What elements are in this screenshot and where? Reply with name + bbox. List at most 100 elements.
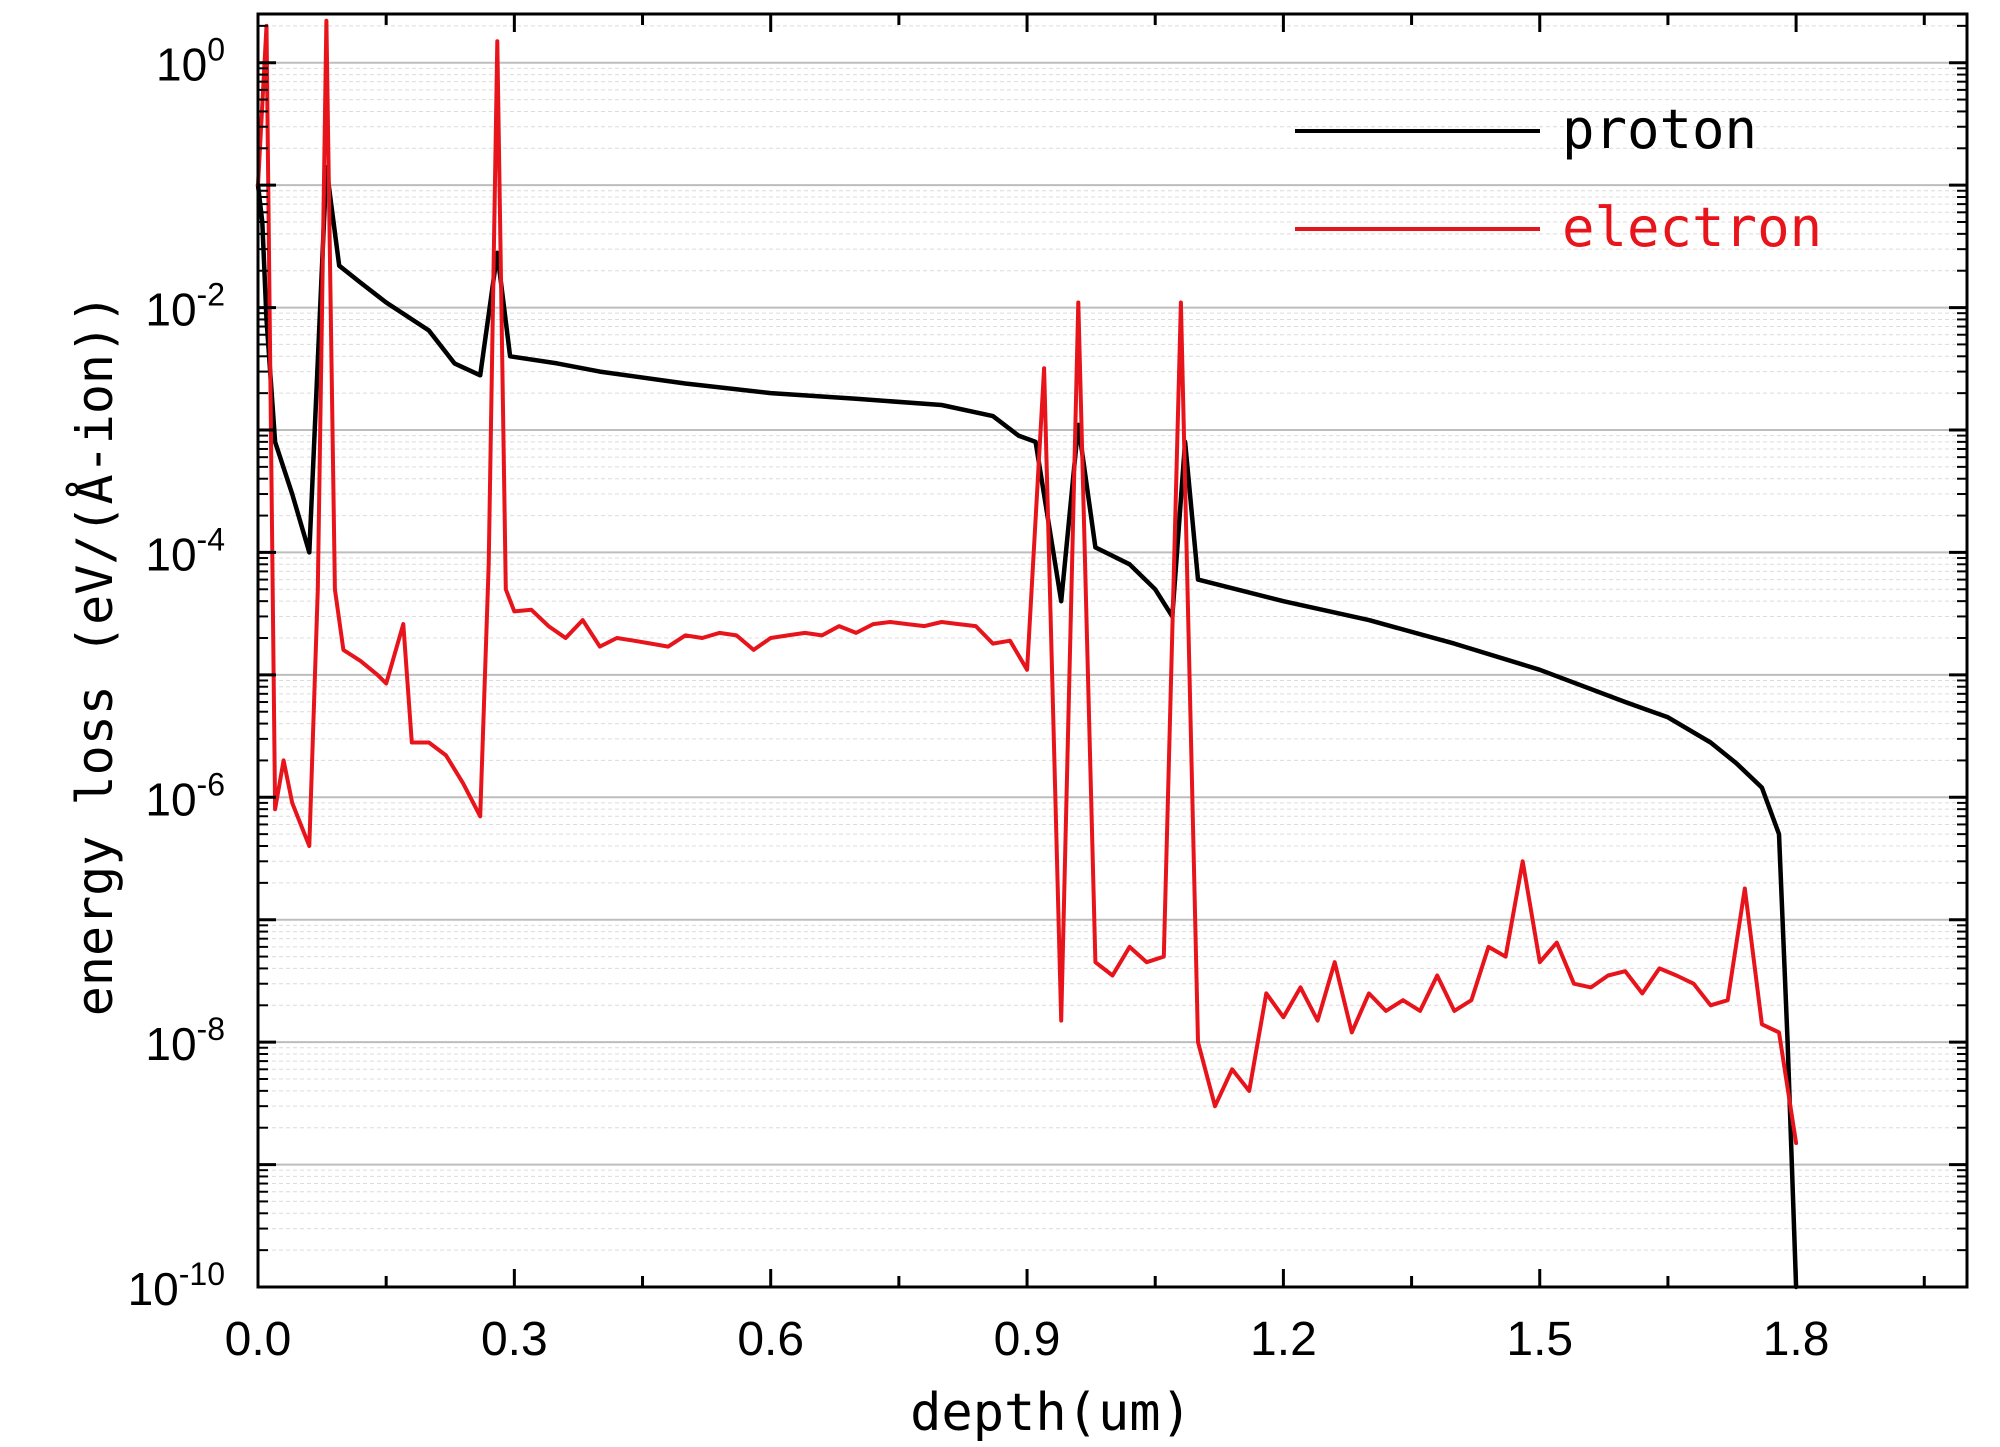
data-point-electron — [1026, 668, 1029, 671]
data-point-proton — [1197, 578, 1200, 581]
data-point-electron — [1333, 961, 1336, 964]
data-point-electron — [650, 642, 653, 645]
data-point-proton — [359, 281, 362, 284]
data-point-electron — [1077, 301, 1080, 304]
data-point-electron — [667, 645, 670, 648]
x-tick-label: 0.0 — [225, 1313, 292, 1366]
data-point-electron — [821, 634, 824, 637]
data-point-electron — [633, 639, 636, 642]
data-point-electron — [1265, 992, 1268, 995]
data-point-electron — [402, 623, 405, 626]
data-point-electron — [1060, 1019, 1063, 1022]
data-point-electron — [701, 637, 704, 640]
data-point-electron — [974, 625, 977, 628]
y-axis-title: energy loss (eV/(Å-ion)) — [66, 294, 124, 1016]
x-axis-title: depth(um) — [910, 1383, 1192, 1442]
data-point-electron — [1299, 986, 1302, 989]
x-tick-label: 0.3 — [481, 1313, 548, 1366]
data-point-electron — [299, 823, 302, 826]
series — [255, 18, 1799, 1290]
data-point-proton — [769, 392, 772, 395]
x-tick-label: 0.6 — [737, 1313, 804, 1366]
data-point-electron — [1641, 992, 1644, 995]
data-point-proton — [509, 355, 512, 358]
series-proton — [255, 165, 1799, 1290]
data-point-electron — [1384, 1009, 1387, 1012]
data-point-proton — [1786, 1041, 1789, 1044]
data-point-electron — [1111, 974, 1114, 977]
data-point-proton — [1128, 563, 1131, 566]
data-point-electron — [427, 741, 430, 744]
data-point-proton — [1060, 600, 1063, 603]
y-tick-label: 10-10 — [128, 1256, 225, 1315]
y-tick-label: 10-4 — [145, 521, 225, 580]
ticks: 100 10-2 10-4 10-6 10-8 10-100.0 0.3 0.6 0.9 1.2 1… — [128, 14, 1967, 1366]
data-point-proton — [556, 362, 559, 365]
data-point-proton — [1094, 546, 1097, 549]
y-tick-label: 10-2 — [145, 277, 225, 336]
data-point-electron — [1538, 961, 1541, 964]
data-point-electron — [718, 631, 721, 634]
data-point-electron — [308, 845, 311, 848]
data-point-electron — [769, 637, 772, 640]
data-point-proton — [684, 382, 687, 385]
data-point-proton — [1666, 716, 1669, 719]
data-point-electron — [487, 563, 490, 566]
data-point-electron — [1709, 1004, 1712, 1007]
data-point-electron — [1692, 982, 1695, 985]
data-point-electron — [1179, 301, 1182, 304]
data-point-electron — [496, 40, 499, 43]
data-point-electron — [1009, 639, 1012, 642]
data-point-electron — [1743, 887, 1746, 890]
data-point-electron — [410, 741, 413, 744]
data-point-proton — [1453, 642, 1456, 645]
data-point-electron — [359, 659, 362, 662]
data-point-proton — [1538, 668, 1541, 671]
data-point-proton — [1735, 762, 1738, 765]
data-point-electron — [855, 631, 858, 634]
data-point-electron — [752, 648, 755, 651]
data-point-electron — [1521, 860, 1524, 863]
data-point-proton — [1154, 588, 1157, 591]
data-point-electron — [1214, 1105, 1217, 1108]
data-point-electron — [513, 610, 516, 613]
data-point-proton — [1367, 619, 1370, 622]
data-point-proton — [274, 440, 277, 443]
data-point-electron — [445, 754, 448, 757]
data-point-electron — [1760, 1023, 1763, 1026]
data-point-electron — [282, 759, 285, 762]
data-point-electron — [889, 621, 892, 624]
data-point-electron — [291, 801, 294, 804]
data-point-proton — [1282, 600, 1285, 603]
y-tick-label: 10-8 — [145, 1011, 225, 1070]
legend-label-proton: proton — [1562, 98, 1757, 161]
data-point-proton — [385, 301, 388, 304]
data-point-proton — [338, 264, 341, 267]
data-point-electron — [462, 782, 465, 785]
data-point-electron — [1367, 992, 1370, 995]
data-point-electron — [1197, 1041, 1200, 1044]
data-point-electron — [1316, 1019, 1319, 1022]
series-line-electron — [256, 18, 1799, 1145]
data-point-electron — [1145, 961, 1148, 964]
data-point-electron — [1453, 1009, 1456, 1012]
data-point-electron — [1572, 982, 1575, 985]
data-point-proton — [855, 397, 858, 400]
data-point-electron — [385, 682, 388, 685]
data-point-electron — [1094, 961, 1097, 964]
data-point-electron — [1504, 955, 1507, 958]
x-tick-label: 1.8 — [1763, 1313, 1830, 1366]
data-point-proton — [479, 374, 482, 377]
data-point-electron — [1282, 1016, 1285, 1019]
data-point-electron — [1128, 945, 1131, 948]
data-point-proton — [453, 362, 456, 365]
data-point-electron — [786, 634, 789, 637]
data-point-electron — [581, 619, 584, 622]
data-point-proton — [308, 551, 311, 554]
data-point-electron — [1162, 955, 1165, 958]
data-point-electron — [1795, 1142, 1798, 1145]
data-point-electron — [274, 808, 277, 811]
data-point-electron — [1778, 1031, 1781, 1034]
data-point-electron — [1624, 970, 1627, 973]
